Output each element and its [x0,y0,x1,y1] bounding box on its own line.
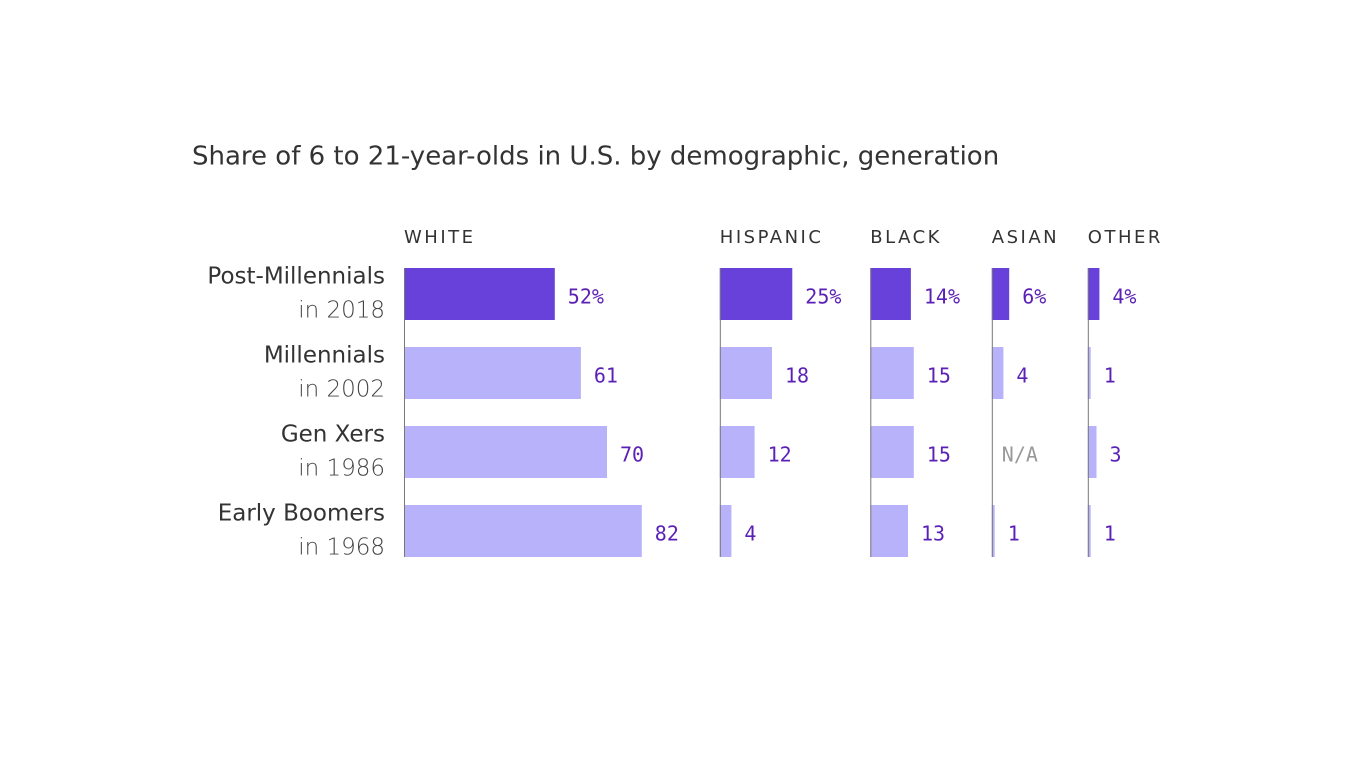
bar [719,347,772,399]
value-label: 4% [1112,285,1136,309]
value-label: 15 [927,443,951,467]
bar [404,347,581,399]
value-label: 15 [927,364,951,388]
bar [404,268,555,320]
value-label: 6% [1022,285,1046,309]
bar [991,268,1010,320]
category-label: Early Boomers [218,501,385,527]
value-label: 4 [744,522,756,546]
bar [991,347,1004,399]
value-label: 52% [568,285,604,309]
value-label: 14% [924,285,960,309]
bar [870,426,914,478]
panel-header: WHITE [404,227,476,248]
value-label: 18 [785,364,809,388]
bar [404,505,642,557]
value-label: 12 [768,443,792,467]
bar [1087,268,1100,320]
bar [1087,347,1091,399]
category-sublabel: in 2002 [298,377,385,403]
value-label: 4 [1016,364,1028,388]
bar [719,426,755,478]
category-label: Millennials [264,343,385,369]
value-label: 1 [1104,522,1116,546]
category-label: Gen Xers [281,422,385,448]
bar [719,505,732,557]
bar [870,505,908,557]
value-label: N/A [1002,443,1038,467]
chart-title: Share of 6 to 21-year-olds in U.S. by de… [192,142,999,172]
bar [870,268,911,320]
bar [870,347,914,399]
value-label: 61 [594,364,618,388]
bar [719,268,793,320]
value-label: 1 [1104,364,1116,388]
panel-header: ASIAN [992,227,1059,248]
category-sublabel: in 1986 [298,456,385,482]
category-label: Post-Millennials [207,264,385,290]
value-label: 25% [805,285,841,309]
value-label: 3 [1110,443,1122,467]
category-sublabel: in 1968 [298,535,385,561]
bar [1087,426,1097,478]
value-label: 1 [1008,522,1020,546]
value-label: 82 [655,522,679,546]
value-label: 70 [620,443,644,467]
category-sublabel: in 2018 [298,298,385,324]
bar [991,505,995,557]
panel-header: OTHER [1088,227,1163,248]
panel-header: HISPANIC [720,227,824,248]
bar [404,426,607,478]
bar [1087,505,1091,557]
panel-header: BLACK [870,227,942,248]
value-label: 13 [921,522,945,546]
